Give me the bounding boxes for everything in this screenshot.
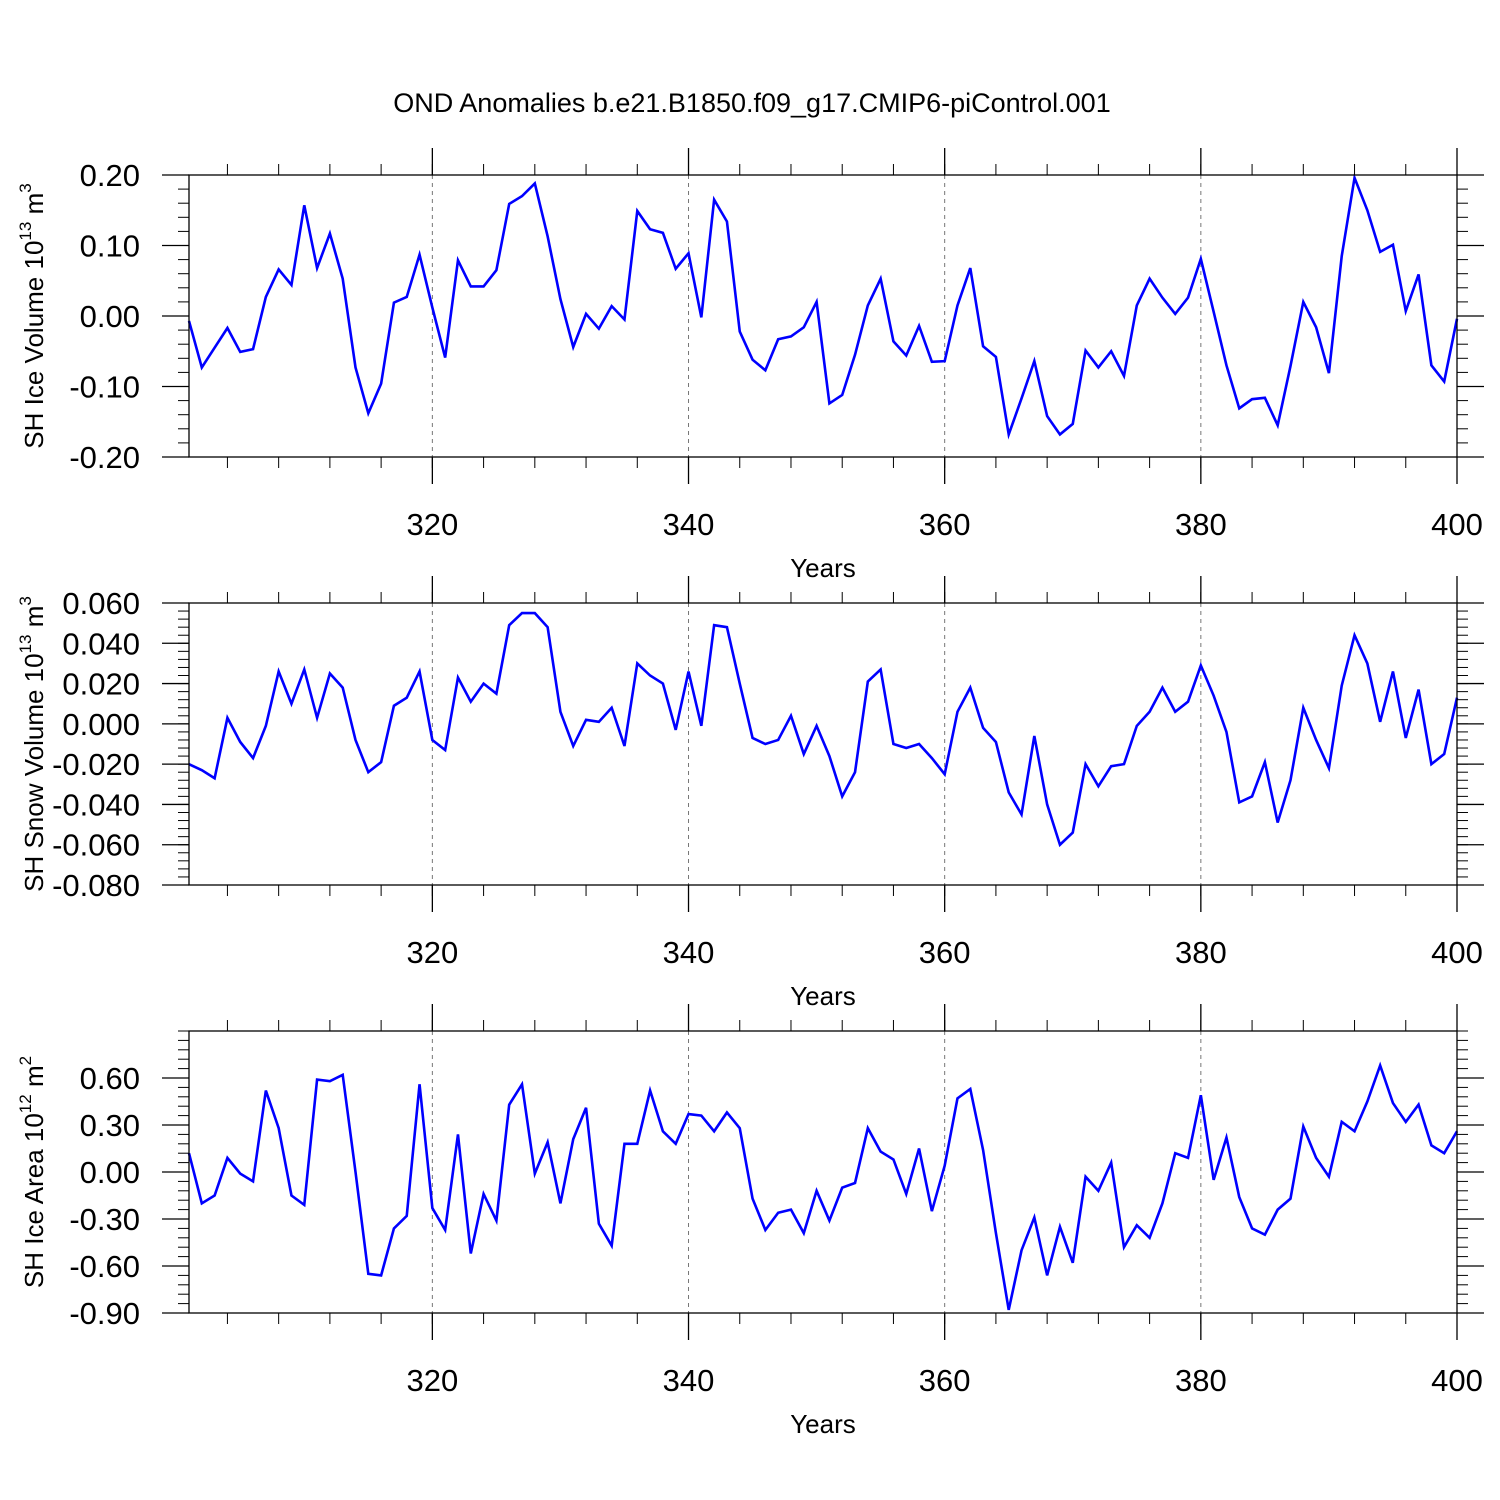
x-tick-label: 340 <box>663 507 715 542</box>
y-axis-label-text: SH Ice Volume 10 <box>19 241 49 449</box>
x-tick-label: 320 <box>406 935 458 970</box>
y-tick-label: -0.060 <box>52 828 140 863</box>
x-tick-label: 380 <box>1175 935 1227 970</box>
data-line-snow-volume <box>188 611 1459 848</box>
y-axis-label-text: m <box>19 606 49 635</box>
y-tick-label: -0.080 <box>52 868 140 903</box>
x-tick-label: 400 <box>1431 935 1483 970</box>
y-axis-label-exponent: 13 <box>16 222 35 241</box>
x-tick-label: 320 <box>406 1363 458 1398</box>
y-axis-label-text: SH Ice Area 10 <box>19 1113 49 1288</box>
x-tick-label: 340 <box>663 935 715 970</box>
y-tick-label: 0.00 <box>80 299 140 334</box>
y-tick-label: -0.90 <box>69 1296 140 1331</box>
y-tick-label: -0.20 <box>69 440 140 475</box>
figure-title: OND Anomalies b.e21.B1850.f09_g17.CMIP6-… <box>393 88 1110 118</box>
x-tick-label: 320 <box>406 507 458 542</box>
y-tick-label: 0.00 <box>80 1155 140 1190</box>
y-tick-label: 0.020 <box>62 667 140 702</box>
chart-panel-snow-volume: 320 340 360 380 400 -0.080 -0.060 -0.040 -0.020 0… <box>16 576 1484 1011</box>
y-axis-label-text: m <box>19 193 49 222</box>
x-tick-label: 360 <box>919 1363 971 1398</box>
y-axis-label-exponent: 12 <box>16 1094 35 1113</box>
x-axis-label: Years <box>790 553 856 583</box>
data-line-ice-volume <box>187 172 1459 440</box>
y-axis-label: SH Ice Volume 1013 m3 <box>16 183 49 448</box>
x-tick-label: 400 <box>1431 507 1483 542</box>
panels: 320 340 360 380 400 -0.20 -0.10 0.00 0.10 0.20 Yea… <box>16 148 1484 1439</box>
y-tick-label: -0.020 <box>52 747 140 782</box>
y-tick-label: -0.10 <box>69 370 140 405</box>
y-axis-label-exponent: 3 <box>16 183 35 192</box>
y-tick-label: 0.060 <box>62 586 140 621</box>
y-axis-label-text: m <box>19 1065 49 1094</box>
y-tick-label: -0.30 <box>69 1202 140 1237</box>
chart-panel-ice-area: 320 340 360 380 400 -0.90 -0.60 -0.30 0.00 0.30 0.… <box>16 1004 1484 1439</box>
data-line-ice-area <box>187 1061 1459 1311</box>
x-axis-label: Years <box>790 981 856 1011</box>
x-tick-label: 340 <box>663 1363 715 1398</box>
y-tick-label: -0.040 <box>52 787 140 822</box>
x-tick-label: 400 <box>1431 1363 1483 1398</box>
x-tick-label: 360 <box>919 935 971 970</box>
plot-frame <box>188 602 1458 886</box>
y-tick-label: -0.60 <box>69 1249 140 1284</box>
chart-panel-ice-volume: 320 340 360 380 400 -0.20 -0.10 0.00 0.10 0.20 Yea… <box>16 148 1484 583</box>
y-tick-label: 0.10 <box>80 229 140 264</box>
x-axis-label: Years <box>790 1409 856 1439</box>
y-tick-label: 0.040 <box>62 626 140 661</box>
x-tick-label: 380 <box>1175 1363 1227 1398</box>
y-axis-label: SH Ice Area 1012 m2 <box>16 1056 49 1288</box>
x-tick-label: 380 <box>1175 507 1227 542</box>
y-tick-label: 0.000 <box>62 707 140 742</box>
y-tick-label: 0.20 <box>80 158 140 193</box>
y-axis-label-exponent: 2 <box>16 1056 35 1065</box>
y-axis-label-text: SH Snow Volume 10 <box>19 653 49 891</box>
y-axis-label-exponent: 3 <box>16 596 35 605</box>
y-axis-label: SH Snow Volume 1013 m3 <box>16 596 49 892</box>
y-tick-label: 0.30 <box>80 1108 140 1143</box>
y-axis-label-exponent: 13 <box>16 634 35 653</box>
x-tick-label: 360 <box>919 507 971 542</box>
y-tick-label: 0.60 <box>80 1061 140 1096</box>
